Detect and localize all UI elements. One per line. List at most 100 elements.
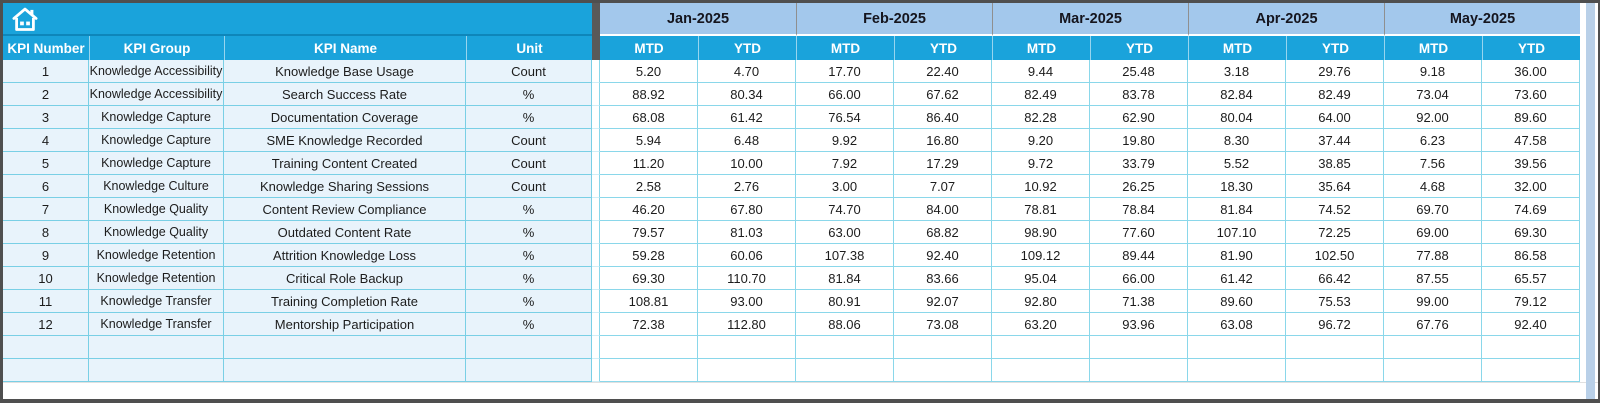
cell-value[interactable]: 112.80 (698, 313, 796, 336)
cell-value[interactable]: 72.38 (600, 313, 698, 336)
cell-value[interactable]: 61.42 (1188, 267, 1286, 290)
cell-value[interactable]: 82.49 (992, 83, 1090, 106)
cell-value[interactable]: 110.70 (698, 267, 796, 290)
cell-kpi-name[interactable]: SME Knowledge Recorded (224, 129, 466, 152)
empty-cell-kpi-group[interactable] (89, 336, 224, 359)
cell-value[interactable]: 92.40 (894, 244, 992, 267)
cell-value[interactable]: 59.28 (600, 244, 698, 267)
cell-value[interactable]: 92.07 (894, 290, 992, 313)
cell-kpi-group[interactable]: Knowledge Quality (89, 221, 224, 244)
cell-value[interactable]: 72.25 (1286, 221, 1384, 244)
cell-value[interactable]: 6.48 (698, 129, 796, 152)
cell-kpi-group[interactable]: Knowledge Culture (89, 175, 224, 198)
cell-kpi-group[interactable]: Knowledge Accessibility (89, 60, 224, 83)
cell-kpi-name[interactable]: Critical Role Backup (224, 267, 466, 290)
cell-value[interactable]: 26.25 (1090, 175, 1188, 198)
cell-value[interactable]: 79.57 (600, 221, 698, 244)
cell-value[interactable]: 7.07 (894, 175, 992, 198)
cell-value[interactable]: 5.94 (600, 129, 698, 152)
cell-value[interactable]: 81.84 (796, 267, 894, 290)
cell-value[interactable]: 66.42 (1286, 267, 1384, 290)
cell-value[interactable]: 86.40 (894, 106, 992, 129)
cell-kpi-group[interactable]: Knowledge Capture (89, 129, 224, 152)
cell-value[interactable]: 92.00 (1384, 106, 1482, 129)
cell-value[interactable]: 67.80 (698, 198, 796, 221)
cell-value[interactable]: 93.96 (1090, 313, 1188, 336)
cell-value[interactable]: 69.00 (1384, 221, 1482, 244)
cell-value[interactable]: 73.04 (1384, 83, 1482, 106)
cell-kpi-number[interactable]: 7 (3, 198, 89, 221)
cell-value[interactable]: 64.00 (1286, 106, 1384, 129)
cell-value[interactable]: 80.34 (698, 83, 796, 106)
cell-kpi-name[interactable]: Mentorship Participation (224, 313, 466, 336)
cell-kpi-number[interactable]: 4 (3, 129, 89, 152)
cell-value[interactable]: 29.76 (1286, 60, 1384, 83)
empty-cell-value[interactable] (600, 336, 698, 359)
cell-value[interactable]: 98.90 (992, 221, 1090, 244)
cell-value[interactable]: 69.30 (1482, 221, 1580, 244)
cell-kpi-group[interactable]: Knowledge Capture (89, 106, 224, 129)
cell-value[interactable]: 39.56 (1482, 152, 1580, 175)
cell-unit[interactable]: % (466, 290, 592, 313)
cell-value[interactable]: 79.12 (1482, 290, 1580, 313)
empty-cell-kpi-name[interactable] (224, 359, 466, 382)
cell-value[interactable]: 67.76 (1384, 313, 1482, 336)
cell-value[interactable]: 89.44 (1090, 244, 1188, 267)
cell-value[interactable]: 33.79 (1090, 152, 1188, 175)
cell-value[interactable]: 82.84 (1188, 83, 1286, 106)
cell-value[interactable]: 84.00 (894, 198, 992, 221)
cell-unit[interactable]: % (466, 83, 592, 106)
empty-cell-value[interactable] (796, 359, 894, 382)
cell-value[interactable]: 93.00 (698, 290, 796, 313)
cell-value[interactable]: 5.20 (600, 60, 698, 83)
cell-value[interactable]: 82.49 (1286, 83, 1384, 106)
cell-value[interactable]: 92.80 (992, 290, 1090, 313)
cell-value[interactable]: 66.00 (796, 83, 894, 106)
cell-value[interactable]: 8.30 (1188, 129, 1286, 152)
cell-kpi-number[interactable]: 12 (3, 313, 89, 336)
cell-kpi-name[interactable]: Documentation Coverage (224, 106, 466, 129)
cell-value[interactable]: 11.20 (600, 152, 698, 175)
cell-kpi-name[interactable]: Outdated Content Rate (224, 221, 466, 244)
cell-value[interactable]: 81.84 (1188, 198, 1286, 221)
cell-kpi-number[interactable]: 8 (3, 221, 89, 244)
cell-value[interactable]: 47.58 (1482, 129, 1580, 152)
cell-value[interactable]: 37.44 (1286, 129, 1384, 152)
cell-value[interactable]: 74.52 (1286, 198, 1384, 221)
cell-value[interactable]: 68.08 (600, 106, 698, 129)
cell-value[interactable]: 89.60 (1482, 106, 1580, 129)
empty-cell-value[interactable] (1286, 336, 1384, 359)
cell-unit[interactable]: Count (466, 175, 592, 198)
empty-cell-value[interactable] (894, 336, 992, 359)
cell-value[interactable]: 86.58 (1482, 244, 1580, 267)
cell-value[interactable]: 6.23 (1384, 129, 1482, 152)
empty-cell-kpi-name[interactable] (224, 336, 466, 359)
cell-kpi-number[interactable]: 2 (3, 83, 89, 106)
cell-kpi-name[interactable]: Knowledge Sharing Sessions (224, 175, 466, 198)
cell-value[interactable]: 73.08 (894, 313, 992, 336)
cell-value[interactable]: 63.00 (796, 221, 894, 244)
empty-cell-kpi-number[interactable] (3, 359, 89, 382)
cell-kpi-number[interactable]: 10 (3, 267, 89, 290)
cell-kpi-group[interactable]: Knowledge Retention (89, 244, 224, 267)
empty-cell-kpi-group[interactable] (89, 359, 224, 382)
cell-value[interactable]: 69.70 (1384, 198, 1482, 221)
cell-value[interactable]: 80.04 (1188, 106, 1286, 129)
empty-cell-value[interactable] (600, 359, 698, 382)
home-button[interactable] (10, 5, 40, 33)
cell-kpi-name[interactable]: Training Content Created (224, 152, 466, 175)
cell-value[interactable]: 109.12 (992, 244, 1090, 267)
cell-value[interactable]: 88.06 (796, 313, 894, 336)
cell-value[interactable]: 83.78 (1090, 83, 1188, 106)
cell-value[interactable]: 67.62 (894, 83, 992, 106)
cell-kpi-group[interactable]: Knowledge Retention (89, 267, 224, 290)
cell-value[interactable]: 46.20 (600, 198, 698, 221)
cell-value[interactable]: 89.60 (1188, 290, 1286, 313)
empty-cell-value[interactable] (894, 359, 992, 382)
cell-value[interactable]: 69.30 (600, 267, 698, 290)
cell-value[interactable]: 78.81 (992, 198, 1090, 221)
cell-value[interactable]: 73.60 (1482, 83, 1580, 106)
cell-kpi-number[interactable]: 9 (3, 244, 89, 267)
empty-cell-unit[interactable] (466, 336, 592, 359)
cell-kpi-group[interactable]: Knowledge Transfer (89, 313, 224, 336)
